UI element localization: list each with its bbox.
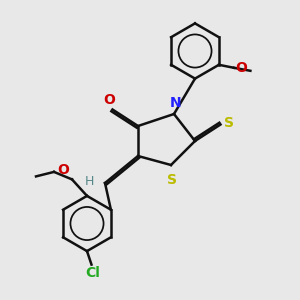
- Text: O: O: [103, 93, 116, 107]
- Text: S: S: [167, 173, 178, 188]
- Text: Cl: Cl: [85, 266, 100, 280]
- Text: H: H: [85, 175, 94, 188]
- Text: N: N: [170, 96, 181, 110]
- Text: O: O: [236, 61, 247, 75]
- Text: S: S: [224, 116, 234, 130]
- Text: O: O: [58, 163, 70, 177]
